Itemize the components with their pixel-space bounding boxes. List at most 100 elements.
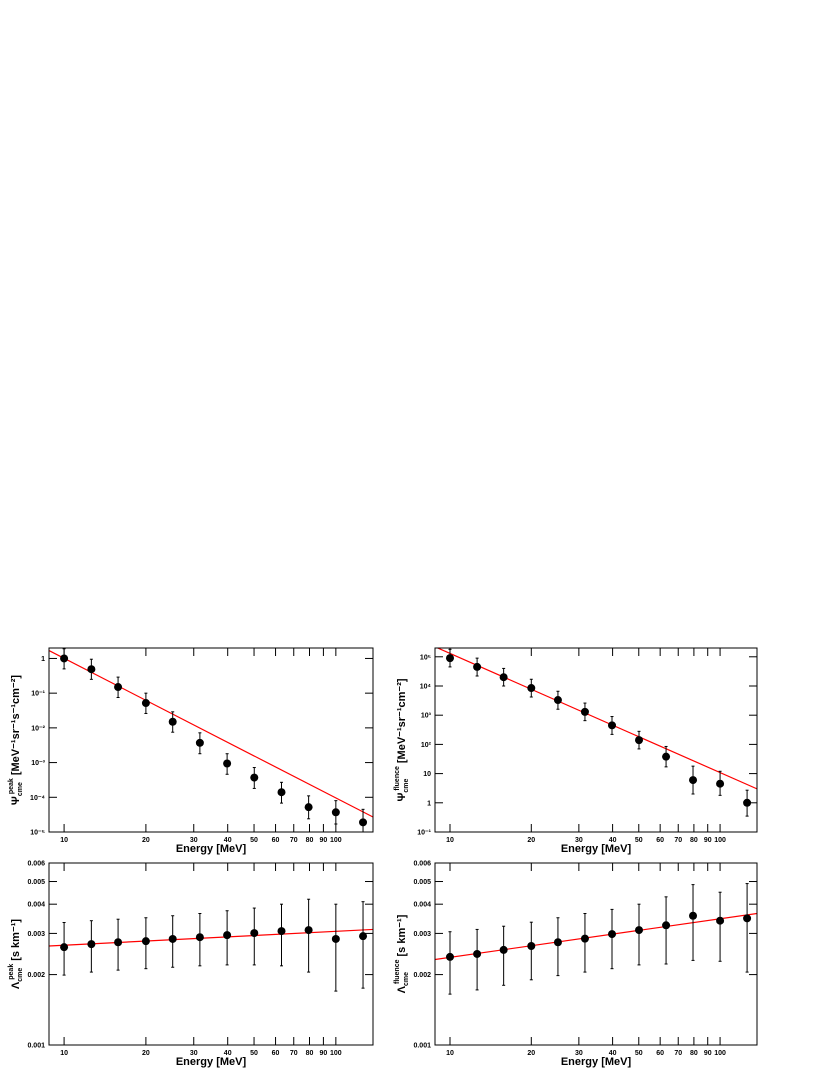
x-tick-label: 40 — [609, 837, 617, 844]
data-point — [250, 929, 259, 938]
y-tick-label: 10⁻³ — [31, 760, 45, 767]
x-tick-label: 80 — [306, 1050, 314, 1057]
x-tick-label: 60 — [272, 1050, 280, 1057]
x-tick-label: 70 — [674, 837, 682, 844]
x-tick-label: 20 — [142, 1050, 150, 1057]
y-title-unit: [MeV⁻¹sr⁻¹cm⁻²] — [396, 678, 408, 763]
y-tick-label: 0.006 — [413, 861, 431, 868]
data-point — [743, 798, 752, 807]
data-point — [331, 808, 340, 817]
data-point — [608, 721, 617, 730]
x-tick-label: 20 — [142, 837, 150, 844]
data-point — [445, 654, 454, 663]
x-tick-label: 70 — [290, 1050, 298, 1057]
data-point — [527, 684, 536, 693]
x-tick-label: 30 — [575, 837, 583, 844]
data-point — [662, 752, 671, 761]
data-point — [331, 934, 340, 943]
data-point — [195, 738, 204, 747]
data-point — [250, 773, 259, 782]
data-point — [277, 927, 286, 936]
x-axis-title: Energy [MeV] — [176, 1056, 247, 1068]
y-tick-label: 10 — [423, 771, 431, 778]
data-point — [277, 788, 286, 797]
data-point — [499, 945, 508, 954]
y-axis-title: Λcmefluence [s km⁻¹] — [394, 914, 410, 993]
frame — [434, 862, 758, 1046]
x-tick-label: 100 — [330, 1050, 342, 1057]
y-title-subscript: cme — [403, 972, 410, 986]
data-point — [359, 818, 368, 827]
data-point — [499, 673, 508, 682]
y-title-superscript: peak — [8, 964, 15, 980]
data-point — [445, 952, 454, 961]
y-title-unit: [s km⁻¹] — [396, 914, 408, 956]
data-point — [87, 665, 96, 674]
data-point — [743, 914, 752, 923]
data-point — [168, 717, 177, 726]
y-tick-label: 0.006 — [27, 861, 45, 868]
x-tick-label: 90 — [320, 837, 328, 844]
data-point — [60, 943, 69, 952]
data-point — [114, 938, 123, 947]
y-tick-label: 10⁻¹ — [31, 691, 45, 698]
frame — [434, 647, 758, 833]
x-axis-title: Energy [MeV] — [561, 1056, 632, 1068]
y-tick-label: 0.004 — [27, 902, 45, 909]
x-tick-label: 90 — [320, 1050, 328, 1057]
y-title-symbol: Ψ — [10, 796, 22, 805]
data-point — [359, 932, 368, 941]
x-tick-label: 60 — [656, 837, 664, 844]
frame — [48, 647, 374, 833]
x-tick-label: 50 — [635, 837, 643, 844]
data-point — [662, 921, 671, 930]
x-tick-label: 10 — [446, 1050, 454, 1057]
data-point — [168, 934, 177, 943]
data-point — [304, 803, 313, 812]
y-tick-label: 10² — [421, 742, 432, 749]
frame — [48, 862, 374, 1046]
y-tick-label: 0.003 — [27, 931, 45, 938]
x-axis-title: Energy [MeV] — [176, 843, 247, 855]
x-tick-label: 80 — [690, 1050, 698, 1057]
data-point — [689, 776, 698, 785]
x-tick-label: 30 — [190, 1050, 198, 1057]
data-point — [553, 938, 562, 947]
data-point — [60, 654, 69, 663]
data-point — [223, 759, 232, 768]
y-title-subscript: cme — [17, 968, 24, 982]
y-tick-label: 10⁻¹ — [417, 830, 431, 837]
y-tick-label: 10⁴ — [420, 683, 432, 690]
x-tick-label: 10 — [446, 837, 454, 844]
data-point — [304, 926, 313, 935]
x-tick-label: 30 — [575, 1050, 583, 1057]
y-tick-label: 10⁵ — [420, 654, 431, 661]
y-tick-label: 1 — [427, 800, 431, 807]
y-title-symbol: Λ — [10, 981, 22, 989]
data-point — [223, 931, 232, 940]
x-tick-label: 30 — [190, 837, 198, 844]
x-tick-label: 90 — [704, 1050, 712, 1057]
data-point — [195, 933, 204, 942]
fit-line — [49, 650, 373, 818]
y-title-unit: [MeV⁻¹sr⁻¹s⁻¹cm⁻²] — [10, 675, 22, 776]
data-point — [689, 911, 698, 920]
data-point — [608, 930, 617, 939]
x-tick-label: 40 — [224, 837, 232, 844]
x-tick-label: 50 — [635, 1050, 643, 1057]
x-tick-label: 80 — [690, 837, 698, 844]
x-tick-label: 60 — [656, 1050, 664, 1057]
plot-area — [49, 648, 373, 832]
x-tick-label: 60 — [272, 837, 280, 844]
y-title-superscript: fluence — [394, 766, 401, 791]
y-title-symbol: Ψ — [396, 793, 408, 802]
data-point — [580, 934, 589, 943]
data-point — [580, 707, 589, 716]
data-point — [473, 662, 482, 671]
x-tick-label: 10 — [60, 1050, 68, 1057]
x-tick-label: 100 — [330, 837, 342, 844]
y-title-subscript: cme — [17, 782, 24, 796]
data-point — [114, 683, 123, 692]
data-point — [716, 916, 725, 925]
